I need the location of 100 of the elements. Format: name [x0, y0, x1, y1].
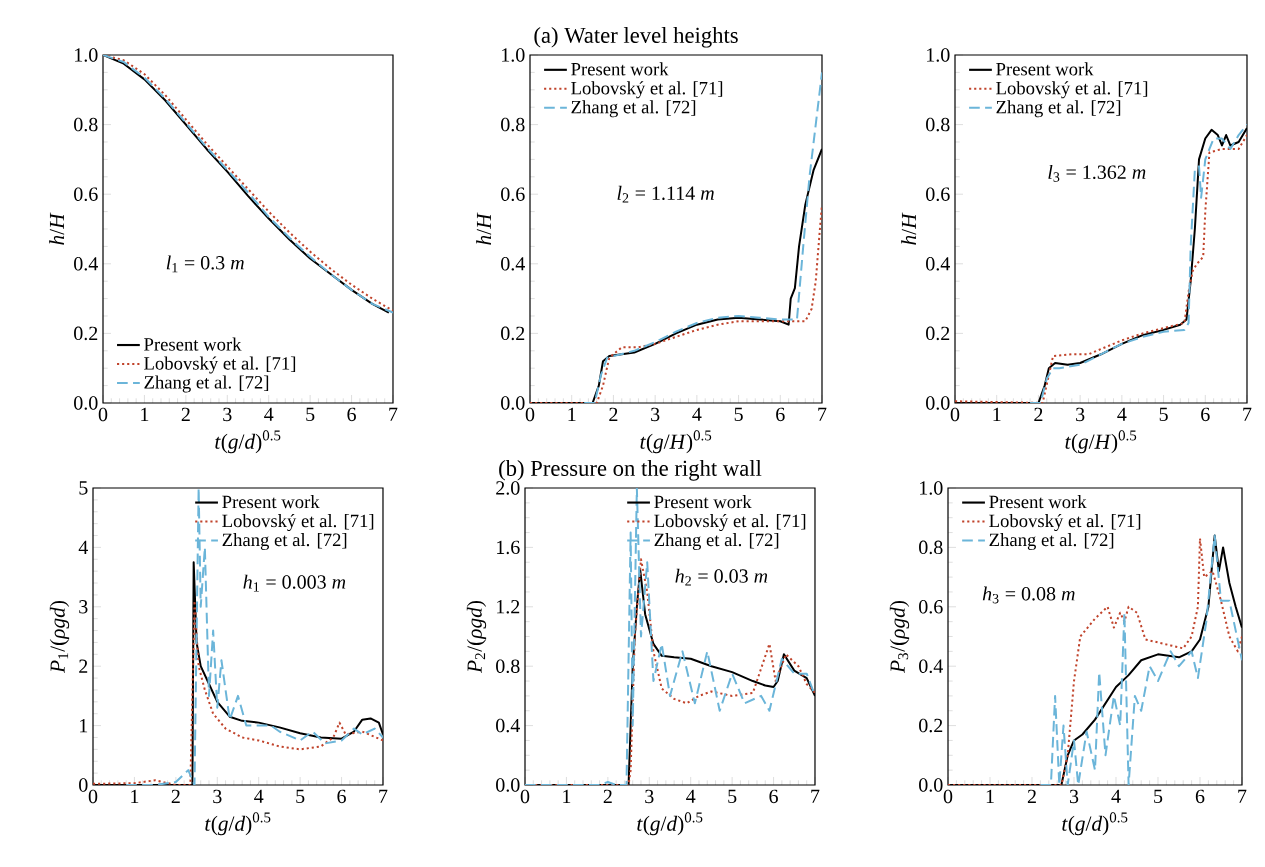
y-tick-label: 2 [79, 659, 88, 673]
annotation: h$_{2}$ = 0.03 m [675, 568, 768, 586]
y-axis-title: P$_{1}$/(ρgd) [49, 600, 70, 674]
x-tick-label: 6 [1195, 789, 1205, 804]
x-tick-label: 4 [686, 789, 696, 803]
x-tick-label: 4 [692, 407, 702, 421]
annotation: h$_{3}$ = 0.08 m [982, 586, 1075, 604]
y-tick-label: 0.4 [74, 257, 98, 271]
y-tick-label: 0.6 [919, 600, 943, 614]
x-tick-label: 1 [568, 407, 576, 421]
y-tick-label: 2.0 [496, 481, 520, 495]
x-tick-label: 5 [296, 789, 305, 803]
x-axis-title: t(g/H)$^{0.5}$ [640, 430, 712, 454]
x-tick-label: 2 [1027, 789, 1036, 803]
y-tick-label: 0.6 [501, 187, 525, 201]
legend-label: Present work [144, 337, 242, 351]
y-tick-label: 0.0 [496, 778, 520, 792]
y-tick-label: 1 [80, 719, 88, 733]
x-tick-label: 2 [171, 789, 180, 803]
x-tick-label: 3 [1076, 407, 1085, 422]
legend-label: Zhang et al. [72] [654, 533, 779, 551]
y-tick-label: 1.2 [497, 600, 520, 614]
y-tick-label: 1.0 [502, 48, 525, 62]
x-tick-label: 7 [1243, 407, 1252, 421]
y-tick-label: 0.6 [926, 187, 950, 201]
x-axis-title: t(g/H)$^{0.5}$ [1065, 430, 1137, 454]
y-tick-label: 3 [79, 600, 88, 614]
legend-label: Lobovský et al. [71] [654, 514, 806, 532]
x-tick-label: 7 [811, 789, 820, 803]
y-tick-label: 1.0 [927, 48, 950, 62]
x-tick-label: 5 [1159, 407, 1168, 421]
x-tick-label: 5 [306, 407, 315, 421]
x-tick-label: 2 [1034, 407, 1043, 421]
x-tick-label: 6 [347, 407, 356, 422]
y-tick-label: 0.2 [501, 326, 525, 341]
legend-label: Present work [571, 62, 669, 76]
legend-label: Lobovský et al. [71] [989, 514, 1141, 532]
legend-label: Present work [654, 495, 752, 509]
legend-label: Zhang et al. [72] [996, 100, 1121, 118]
x-tick-label: 6 [337, 789, 346, 804]
y-tick-label: 0.0 [501, 396, 525, 410]
y-tick-label: 4 [78, 540, 88, 554]
y-tick-label: 0.8 [74, 117, 98, 132]
y-tick-label: 1.0 [75, 48, 98, 62]
x-tick-label: 1 [993, 407, 1001, 421]
x-axis-title: t(g/d)$^{0.5}$ [637, 812, 703, 836]
y-axis-title: P$_{3}$/(ρgd) [889, 600, 910, 674]
legend-label: Lobovský et al. [71] [996, 81, 1148, 99]
legend-label: Present work [989, 495, 1087, 509]
x-tick-label: 0 [950, 407, 960, 422]
x-tick-label: 3 [213, 789, 222, 804]
legend-label: Present work [222, 495, 320, 509]
x-tick-label: 0 [525, 407, 535, 422]
legend-label: Lobovský et al. [71] [222, 514, 374, 532]
x-axis-title: t(g/d)$^{0.5}$ [1062, 812, 1128, 836]
x-tick-label: 4 [1117, 407, 1127, 421]
y-tick-label: 0.8 [919, 540, 943, 555]
y-tick-label: 0.4 [496, 718, 520, 733]
y-tick-label: 0.2 [919, 718, 943, 733]
legend-label: Lobovský et al. [71] [144, 356, 296, 374]
x-tick-label: 1 [986, 789, 994, 803]
y-tick-label: 5 [79, 481, 88, 495]
y-tick-label: 0 [79, 778, 88, 792]
y-tick-label: 1.0 [920, 481, 943, 495]
annotation: l$_{3}$ = 1.362 m [1048, 164, 1146, 182]
x-tick-label: 7 [379, 789, 388, 803]
x-tick-label: 3 [223, 407, 232, 422]
legend-label: Zhang et al. [72] [989, 533, 1114, 550]
x-tick-label: 3 [651, 407, 660, 422]
annotation: l$_{2}$ = 1.114 m [617, 185, 714, 203]
x-tick-label: 1 [563, 789, 571, 803]
y-tick-label: 0.8 [501, 117, 525, 132]
y-tick-label: 0.0 [926, 396, 950, 410]
x-tick-label: 5 [1154, 789, 1163, 803]
y-tick-label: 0.4 [501, 257, 525, 271]
legend-label: Zhang et al. [72] [144, 375, 269, 393]
y-tick-label: 0.0 [919, 778, 943, 792]
y-tick-label: 0.6 [74, 187, 98, 201]
x-tick-label: 1 [141, 407, 149, 421]
annotation: h$_{1}$ = 0.003 m [243, 574, 346, 592]
x-tick-label: 7 [389, 407, 398, 421]
y-tick-label: 0.0 [74, 396, 98, 410]
y-tick-label: 0.8 [926, 117, 950, 132]
x-tick-label: 3 [1069, 789, 1079, 804]
x-tick-label: 5 [728, 789, 737, 803]
x-tick-label: 3 [645, 789, 654, 804]
x-axis-title: t(g/d)$^{0.5}$ [215, 430, 281, 454]
x-tick-label: 2 [603, 789, 612, 803]
x-tick-label: 2 [609, 407, 618, 421]
x-tick-label: 6 [776, 407, 785, 422]
legend-label: Lobovský et al. [71] [571, 81, 723, 99]
legend-label: Present work [996, 62, 1094, 76]
x-axis-title: t(g/d)$^{0.5}$ [205, 812, 271, 836]
x-tick-label: 2 [181, 407, 190, 421]
line-series [525, 488, 815, 785]
legend-label: Zhang et al. [72] [571, 100, 696, 118]
annotation: l$_{1}$ = 0.3 m [166, 255, 244, 273]
y-tick-label: 0.4 [919, 659, 943, 673]
x-tick-label: 1 [131, 789, 139, 803]
legend-label: Zhang et al. [72] [222, 533, 347, 551]
